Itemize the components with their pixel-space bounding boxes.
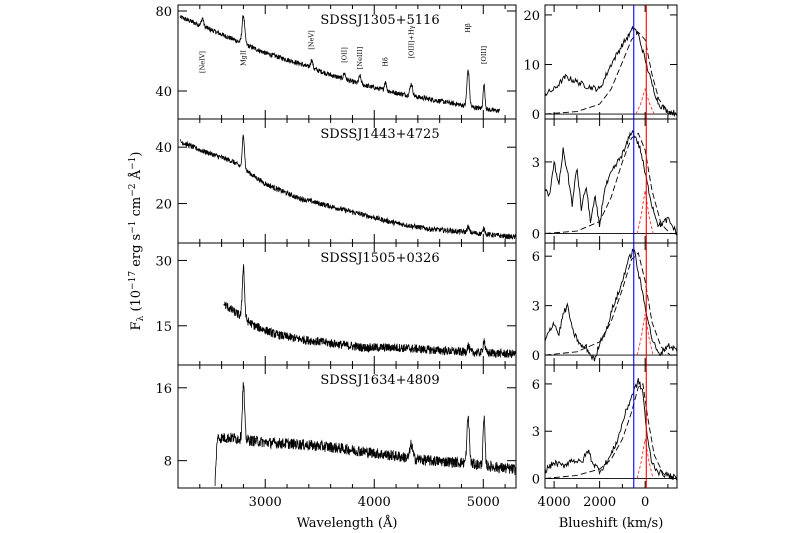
ylabel-part: −1	[128, 220, 138, 233]
y-tick-label: 20	[523, 9, 540, 24]
broad-fit-dashed	[544, 31, 678, 115]
panel-frame	[544, 364, 678, 489]
ylabel-part: )	[129, 152, 144, 157]
x-tick-label: 4000	[538, 495, 571, 510]
y-tick-label: 6	[532, 378, 540, 393]
velocity-profile	[544, 25, 678, 118]
y-tick-label: 3	[532, 156, 540, 171]
y-tick-label: 0	[532, 349, 540, 364]
y-tick-label: 80	[155, 5, 172, 20]
x-axis-title-wavelength: Wavelength (Å)	[297, 515, 398, 531]
velocity-panel-2: 0 3 6	[532, 242, 678, 366]
emission-line-label: Hδ	[381, 57, 389, 67]
ylabel-part: −1	[128, 157, 138, 170]
x-tick-label: 3000	[249, 495, 282, 510]
broad-fit-dashed	[544, 252, 677, 356]
spectrum-panel-0: 40 80 SDSSJ1305+5116 [NeIV] MgII [NeV] [OII] [N…	[155, 4, 517, 120]
y-tick-label: 10	[523, 58, 540, 73]
emission-line-label: [OIII]	[480, 46, 488, 64]
panel-frame	[544, 242, 678, 366]
emission-line-label: [OIII]+Hγ	[407, 25, 415, 58]
narrow-component-dashed	[635, 87, 655, 115]
emission-line-label: MgII	[239, 50, 247, 66]
y-tick-label: 20	[155, 198, 172, 213]
y-tick-label: 40	[155, 141, 172, 156]
panel-frame	[177, 364, 517, 489]
velocity-panel-1: 03	[532, 118, 678, 244]
y-tick-label: 6	[532, 250, 540, 265]
emission-line-label: [NeV]	[308, 30, 316, 49]
x-tick-label: 2000	[583, 495, 616, 510]
panel-title: SDSSJ1634+4809	[320, 373, 439, 388]
emission-line-label: [OII]	[341, 47, 349, 63]
y-axis-title: Fλ (10−17 erg s−1 cm−2 Å−1)	[128, 152, 146, 331]
narrow-component-dashed	[636, 439, 654, 479]
narrow-component-dashed	[636, 190, 654, 234]
x-axis-title-blueshift: Blueshift (km/s)	[559, 516, 664, 531]
spectrum-panels: 40 80 SDSSJ1305+5116 [NeIV] MgII [NeV] [OII] [N…	[155, 4, 517, 510]
panel-title: SDSSJ1443+4725	[320, 127, 439, 142]
panel-title: SDSSJ1505+0326	[320, 251, 439, 266]
ylabel-part: −2	[128, 183, 138, 196]
y-tick-label: 40	[155, 85, 172, 100]
spectrum-panel-2: 15 30 SDSSJ1505+0326	[155, 242, 517, 366]
y-tick-label: 0	[532, 108, 540, 123]
ylabel-part: Å	[128, 169, 144, 183]
velocity-profile	[544, 378, 678, 481]
ylabel-part: (10	[129, 290, 144, 316]
ylabel-part: F	[129, 321, 144, 330]
ylabel-part: λ	[136, 315, 146, 321]
velocity-panel-3: 0 3 6 4000 2000 0	[532, 364, 678, 510]
panel-frame	[544, 4, 678, 120]
ylabel-part: erg s	[129, 234, 144, 271]
y-tick-label: 0	[532, 227, 540, 242]
y-tick-label: 8	[164, 455, 172, 470]
y-axis-title-text: Fλ (10−17 erg s−1 cm−2 Å−1)	[128, 152, 146, 331]
broad-fit-dashed	[544, 383, 678, 479]
y-tick-label: 3	[532, 425, 540, 440]
ylabel-part: cm	[129, 197, 144, 221]
y-tick-label: 30	[155, 254, 172, 269]
spectrum-line	[179, 134, 517, 240]
emission-line-label: [NeIII]	[356, 47, 364, 69]
spectrum-panel-3: 8 16 SDSSJ1634+4809 3000 4000 5000	[155, 364, 517, 510]
y-tick-label: 3	[532, 300, 540, 315]
y-tick-label: 16	[155, 382, 172, 397]
x-tick-label: 5000	[467, 495, 500, 510]
spectrum-panel-1: 20 40 SDSSJ1443+4725	[155, 118, 517, 244]
emission-line-label: [NeIV]	[199, 51, 207, 73]
ylabel-part: −17	[128, 271, 138, 290]
velocity-profile	[544, 248, 678, 362]
broad-fit-dashed	[544, 132, 677, 234]
y-tick-label: 0	[532, 473, 540, 488]
velocity-profile	[544, 129, 678, 236]
y-tick-label: 15	[155, 320, 172, 335]
narrow-component-dashed	[636, 313, 654, 356]
panel-title: SDSSJ1305+5116	[320, 13, 439, 28]
spectrum-line	[179, 14, 500, 114]
x-tick-label: 4000	[358, 495, 391, 510]
x-tick-label: 0	[641, 495, 649, 510]
spectrum-line	[223, 264, 517, 359]
velocity-panel-0: 0 10 20	[523, 4, 678, 123]
emission-line-label: Hβ	[464, 23, 472, 33]
spectrum-line	[214, 382, 517, 486]
